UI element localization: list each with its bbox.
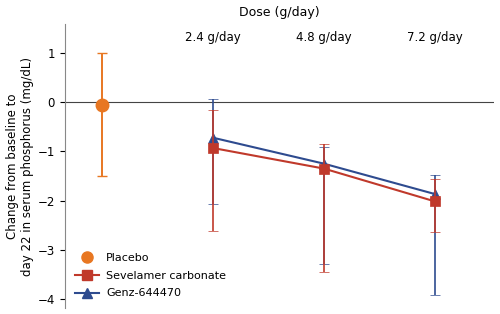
Text: 2.4 g/day: 2.4 g/day <box>185 30 241 44</box>
Title: Dose (g/day): Dose (g/day) <box>240 6 320 19</box>
Text: 4.8 g/day: 4.8 g/day <box>296 30 352 44</box>
Y-axis label: Change from baseline to
day 22 in serum phosphorus (mg/dL): Change from baseline to day 22 in serum … <box>6 57 34 276</box>
Text: 7.2 g/day: 7.2 g/day <box>408 30 463 44</box>
Legend: Placebo, Sevelamer carbonate, Genz-644470: Placebo, Sevelamer carbonate, Genz-64447… <box>70 248 231 303</box>
